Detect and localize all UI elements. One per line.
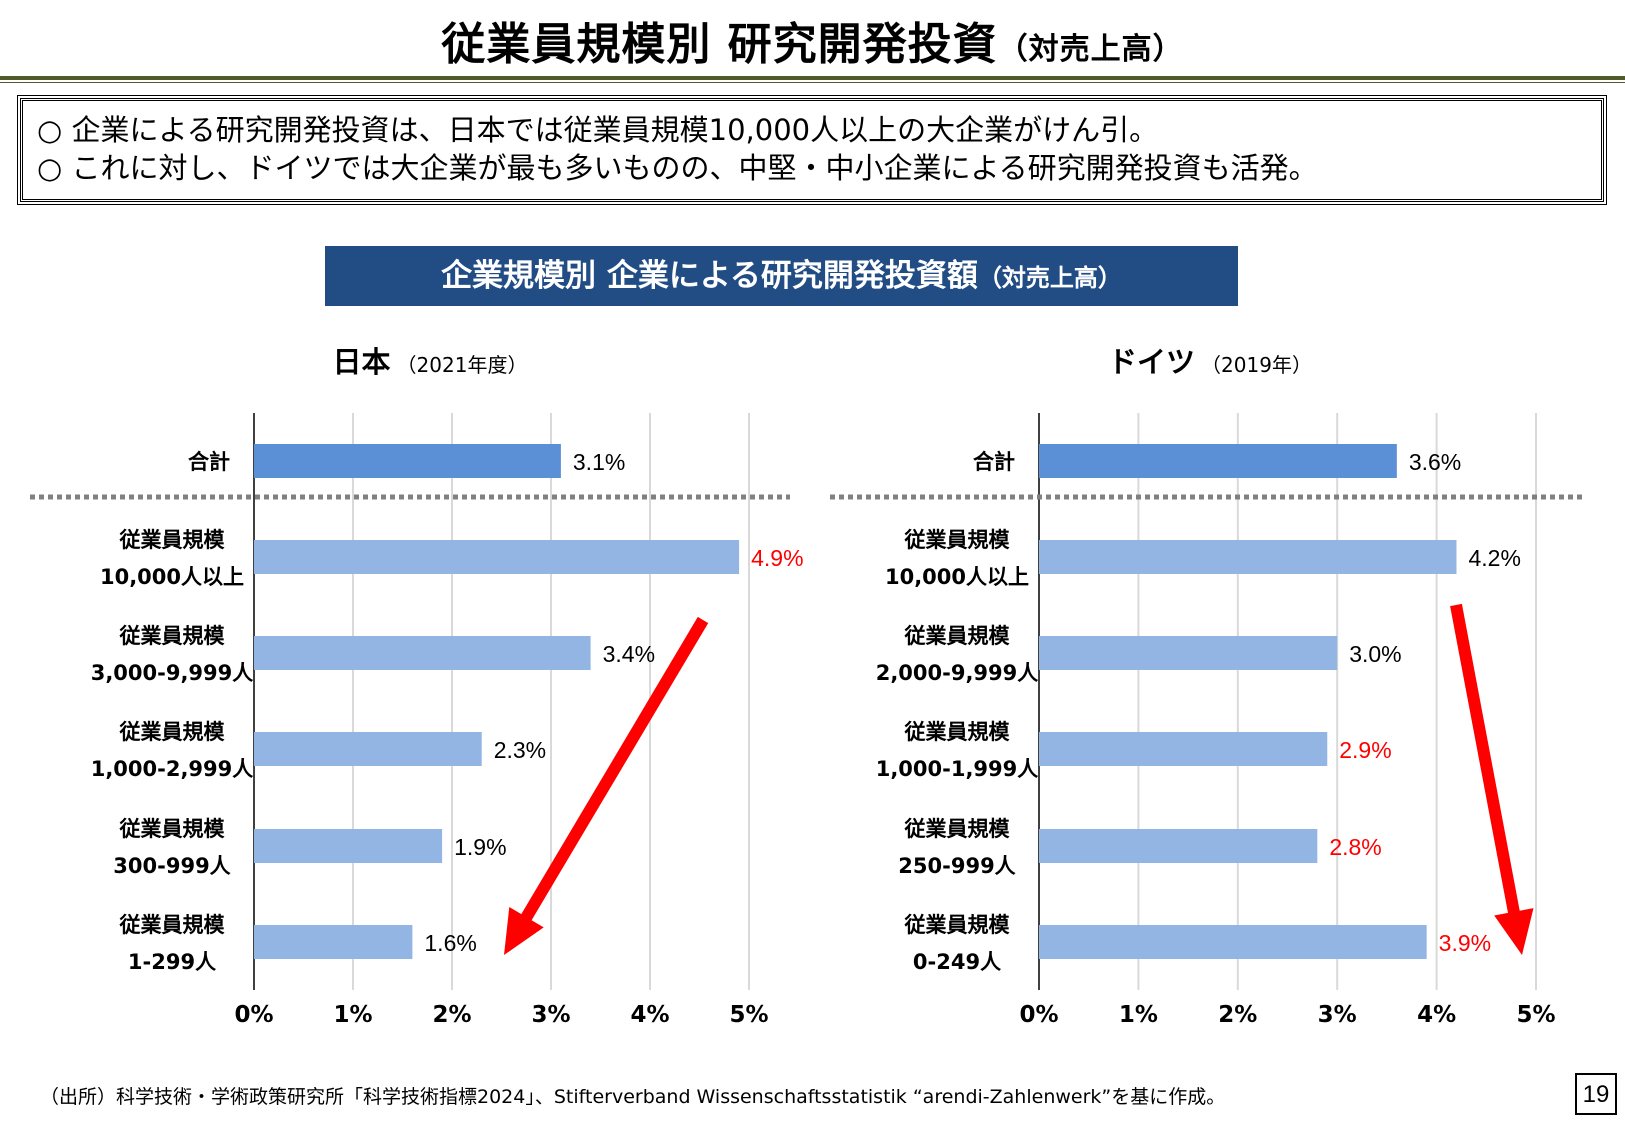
tick-label: 2% bbox=[432, 1002, 471, 1028]
page-title: 従業員規模別 研究開発投資（対売上高） bbox=[0, 8, 1625, 72]
value-label: 3.0% bbox=[1349, 641, 1401, 667]
chart-header-suffix: （対売上高） bbox=[977, 264, 1122, 292]
value-label: 1.6% bbox=[424, 930, 476, 956]
bar bbox=[254, 732, 482, 766]
tick-label: 1% bbox=[333, 1002, 372, 1028]
bar bbox=[254, 444, 561, 478]
chart-title-text: ドイツ bbox=[1108, 345, 1195, 379]
tick-label: 3% bbox=[531, 1002, 570, 1028]
trend-arrow bbox=[504, 616, 709, 955]
category-label: 2,000-9,999人 bbox=[876, 661, 1039, 685]
chart-subtitle: （2021年度） bbox=[397, 353, 528, 377]
value-label: 1.9% bbox=[454, 834, 506, 860]
trend-arrow bbox=[1450, 603, 1534, 955]
chart-title: ドイツ （2019年） bbox=[1108, 345, 1312, 379]
tick-label: 5% bbox=[729, 1002, 768, 1028]
bar bbox=[1039, 444, 1397, 478]
tick-label: 3% bbox=[1318, 1002, 1357, 1028]
page-number: 19 bbox=[1575, 1073, 1617, 1115]
value-label: 4.2% bbox=[1468, 545, 1520, 571]
category-label: 合計 bbox=[973, 450, 1015, 474]
category-label: 10,000人以上 bbox=[100, 565, 244, 589]
bar bbox=[1039, 636, 1338, 670]
chart-japan: 日本 （2021年度） 3.1% 合計 4.9% 従業員規模 10,000人以上 3.4% 従業… bbox=[30, 345, 804, 1028]
footnote: （出所）科学技術・学術政策研究所「科学技術指標2024」、Stifterverb… bbox=[40, 1086, 1226, 1108]
category-label: 1,000-2,999人 bbox=[91, 757, 254, 781]
value-label: 2.3% bbox=[494, 737, 546, 763]
chart-subtitle: （2019年） bbox=[1201, 353, 1312, 377]
page-title-suffix: （対売上高） bbox=[997, 32, 1184, 67]
bar bbox=[254, 540, 740, 574]
category-label: 1-299人 bbox=[128, 950, 216, 974]
chart-header: 企業規模別 企業による研究開発投資額（対売上高） bbox=[325, 246, 1238, 306]
bar bbox=[1039, 732, 1328, 766]
category-label: 1,000-1,999人 bbox=[876, 757, 1039, 781]
summary-line-1: ○ 企業による研究開発投資は、日本では従業員規模10,000人以上の大企業がけん… bbox=[37, 113, 1159, 147]
category-label: 従業員規模 bbox=[119, 817, 226, 841]
value-label: 3.1% bbox=[573, 449, 625, 475]
value-label: 2.8% bbox=[1329, 834, 1381, 860]
category-label: 300-999人 bbox=[113, 854, 230, 878]
category-label: 250-999人 bbox=[898, 854, 1015, 878]
page-title-main: 従業員規模別 研究開発投資 bbox=[441, 19, 998, 70]
tick-label: 4% bbox=[1417, 1002, 1456, 1028]
category-label: 10,000人以上 bbox=[885, 565, 1029, 589]
category-label: 合計 bbox=[188, 450, 230, 474]
category-label: 従業員規模 bbox=[904, 720, 1011, 744]
category-label: 従業員規模 bbox=[119, 528, 226, 552]
category-label: 従業員規模 bbox=[904, 624, 1011, 648]
category-label: 従業員規模 bbox=[119, 720, 226, 744]
category-label: 3,000-9,999人 bbox=[91, 661, 254, 685]
category-label: 従業員規模 bbox=[119, 624, 226, 648]
category-label: 0-249人 bbox=[913, 950, 1001, 974]
bar bbox=[1039, 925, 1427, 959]
chart-title-text: 日本 bbox=[333, 345, 391, 379]
value-label: 3.6% bbox=[1409, 449, 1461, 475]
bar bbox=[254, 925, 413, 959]
title-rule bbox=[0, 76, 1625, 80]
bar bbox=[254, 829, 443, 863]
tick-label: 0% bbox=[1019, 1002, 1058, 1028]
bar bbox=[1039, 829, 1318, 863]
tick-label: 4% bbox=[630, 1002, 669, 1028]
tick-label: 0% bbox=[234, 1002, 273, 1028]
chart-germany: ドイツ （2019年） 3.6% 合計 4.2% 従業員規模 10,000人以上 3.0% 従業… bbox=[830, 345, 1582, 1028]
bar bbox=[1039, 540, 1457, 574]
chart-title: 日本 （2021年度） bbox=[333, 345, 528, 379]
category-label: 従業員規模 bbox=[119, 913, 226, 937]
value-label: 3.9% bbox=[1439, 930, 1491, 956]
title-rule-thin bbox=[0, 82, 1625, 83]
tick-label: 1% bbox=[1119, 1002, 1158, 1028]
category-label: 従業員規模 bbox=[904, 528, 1011, 552]
summary-box: ○ 企業による研究開発投資は、日本では従業員規模10,000人以上の大企業がけん… bbox=[17, 95, 1607, 205]
value-label: 4.9% bbox=[751, 545, 803, 571]
category-label: 従業員規模 bbox=[904, 817, 1011, 841]
bar bbox=[254, 636, 591, 670]
tick-label: 2% bbox=[1218, 1002, 1257, 1028]
chart-header-main: 企業規模別 企業による研究開発投資額 bbox=[441, 258, 978, 294]
value-label: 2.9% bbox=[1339, 737, 1391, 763]
value-label: 3.4% bbox=[603, 641, 655, 667]
summary-line-2: ○ これに対し、ドイツでは大企業が最も多いものの、中堅・中小企業による研究開発投… bbox=[37, 151, 1318, 185]
tick-label: 5% bbox=[1516, 1002, 1555, 1028]
category-label: 従業員規模 bbox=[904, 913, 1011, 937]
